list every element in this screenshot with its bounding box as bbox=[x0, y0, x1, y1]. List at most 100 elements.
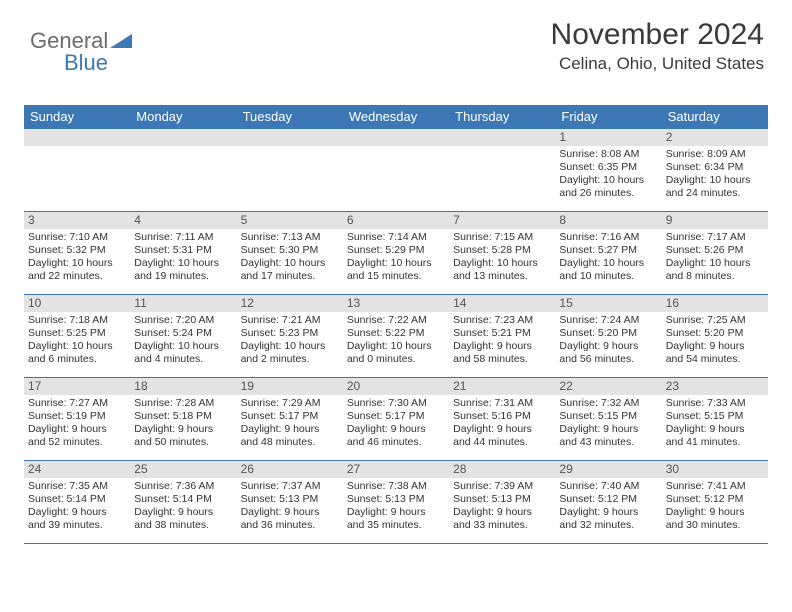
page-title: November 2024 bbox=[551, 18, 764, 52]
day-number: 25 bbox=[130, 461, 236, 478]
weekday-header: Tuesday bbox=[237, 105, 343, 129]
logo-text-blue: Blue bbox=[64, 50, 108, 76]
sunrise-text: Sunrise: 7:15 AM bbox=[453, 231, 551, 244]
day-cell: 1Sunrise: 8:08 AMSunset: 6:35 PMDaylight… bbox=[555, 129, 661, 211]
calendar-grid: 1Sunrise: 8:08 AMSunset: 6:35 PMDaylight… bbox=[24, 129, 768, 544]
sunset-text: Sunset: 5:32 PM bbox=[28, 244, 126, 257]
sunrise-text: Sunrise: 7:33 AM bbox=[666, 397, 764, 410]
day-cell: 4Sunrise: 7:11 AMSunset: 5:31 PMDaylight… bbox=[130, 212, 236, 294]
sunrise-text: Sunrise: 7:35 AM bbox=[28, 480, 126, 493]
daylight-text: Daylight: 9 hours and 44 minutes. bbox=[453, 423, 551, 449]
daylight-text: Daylight: 9 hours and 32 minutes. bbox=[559, 506, 657, 532]
day-number: 1 bbox=[555, 129, 661, 146]
day-number bbox=[449, 129, 555, 146]
day-cell: 3 Sunrise: 7:10 AMSunset: 5:32 PMDaylight… bbox=[24, 212, 130, 294]
sunset-text: Sunset: 5:17 PM bbox=[347, 410, 445, 423]
sunset-text: Sunset: 5:15 PM bbox=[559, 410, 657, 423]
logo-sub: Blue bbox=[64, 50, 108, 76]
sunset-text: Sunset: 5:12 PM bbox=[666, 493, 764, 506]
sunrise-text: Sunrise: 7:40 AM bbox=[559, 480, 657, 493]
day-cell bbox=[237, 129, 343, 211]
day-cell: 10Sunrise: 7:18 AMSunset: 5:25 PMDayligh… bbox=[24, 295, 130, 377]
sunrise-text: Sunrise: 7:32 AM bbox=[559, 397, 657, 410]
sunrise-text: Sunrise: 7:11 AM bbox=[134, 231, 232, 244]
day-number: 27 bbox=[343, 461, 449, 478]
sunrise-text: Sunrise: 7:39 AM bbox=[453, 480, 551, 493]
sunrise-text: Sunrise: 7:22 AM bbox=[347, 314, 445, 327]
sunset-text: Sunset: 5:12 PM bbox=[559, 493, 657, 506]
daylight-text: Daylight: 10 hours and 19 minutes. bbox=[134, 257, 232, 283]
day-number: 5 bbox=[237, 212, 343, 229]
day-cell: 8Sunrise: 7:16 AMSunset: 5:27 PMDaylight… bbox=[555, 212, 661, 294]
day-number: 7 bbox=[449, 212, 555, 229]
sunset-text: Sunset: 5:20 PM bbox=[559, 327, 657, 340]
sunset-text: Sunset: 5:20 PM bbox=[666, 327, 764, 340]
day-cell bbox=[130, 129, 236, 211]
day-number: 18 bbox=[130, 378, 236, 395]
day-number: 26 bbox=[237, 461, 343, 478]
sunrise-text: Sunrise: 7:27 AM bbox=[28, 397, 126, 410]
day-cell: 6Sunrise: 7:14 AMSunset: 5:29 PMDaylight… bbox=[343, 212, 449, 294]
day-cell: 22 Sunrise: 7:32 AMSunset: 5:15 PMDayligh… bbox=[555, 378, 661, 460]
day-number: 28 bbox=[449, 461, 555, 478]
day-cell: 18Sunrise: 7:28 AMSunset: 5:18 PMDayligh… bbox=[130, 378, 236, 460]
sunrise-text: Sunrise: 7:28 AM bbox=[134, 397, 232, 410]
day-cell: 13Sunrise: 7:22 AMSunset: 5:22 PMDayligh… bbox=[343, 295, 449, 377]
sunrise-text: Sunrise: 7:13 AM bbox=[241, 231, 339, 244]
daylight-text: Daylight: 10 hours and 22 minutes. bbox=[28, 257, 126, 283]
calendar-row: 1Sunrise: 8:08 AMSunset: 6:35 PMDaylight… bbox=[24, 129, 768, 212]
weekday-header: Thursday bbox=[449, 105, 555, 129]
weekday-header: Monday bbox=[130, 105, 236, 129]
day-cell: 24Sunrise: 7:35 AMSunset: 5:14 PMDayligh… bbox=[24, 461, 130, 543]
day-cell: 23Sunrise: 7:33 AMSunset: 5:15 PMDayligh… bbox=[662, 378, 768, 460]
daylight-text: Daylight: 10 hours and 24 minutes. bbox=[666, 174, 764, 200]
sunrise-text: Sunrise: 7:14 AM bbox=[347, 231, 445, 244]
sunset-text: Sunset: 5:13 PM bbox=[241, 493, 339, 506]
day-cell: 12Sunrise: 7:21 AMSunset: 5:23 PMDayligh… bbox=[237, 295, 343, 377]
sunrise-text: Sunrise: 8:09 AM bbox=[666, 148, 764, 161]
day-number: 16 bbox=[662, 295, 768, 312]
day-cell bbox=[24, 129, 130, 211]
sunset-text: Sunset: 5:23 PM bbox=[241, 327, 339, 340]
daylight-text: Daylight: 9 hours and 33 minutes. bbox=[453, 506, 551, 532]
day-number bbox=[343, 129, 449, 146]
sunset-text: Sunset: 5:27 PM bbox=[559, 244, 657, 257]
day-number: 21 bbox=[449, 378, 555, 395]
daylight-text: Daylight: 9 hours and 58 minutes. bbox=[453, 340, 551, 366]
sunset-text: Sunset: 5:15 PM bbox=[666, 410, 764, 423]
sunrise-text: Sunrise: 7:10 AM bbox=[28, 231, 126, 244]
day-cell: 7Sunrise: 7:15 AMSunset: 5:28 PMDaylight… bbox=[449, 212, 555, 294]
day-cell: 17Sunrise: 7:27 AMSunset: 5:19 PMDayligh… bbox=[24, 378, 130, 460]
day-number: 3 bbox=[24, 212, 130, 229]
day-cell: 26Sunrise: 7:37 AMSunset: 5:13 PMDayligh… bbox=[237, 461, 343, 543]
calendar-row: 24Sunrise: 7:35 AMSunset: 5:14 PMDayligh… bbox=[24, 461, 768, 544]
daylight-text: Daylight: 10 hours and 2 minutes. bbox=[241, 340, 339, 366]
day-cell: 25Sunrise: 7:36 AMSunset: 5:14 PMDayligh… bbox=[130, 461, 236, 543]
daylight-text: Daylight: 10 hours and 13 minutes. bbox=[453, 257, 551, 283]
sunset-text: Sunset: 5:25 PM bbox=[28, 327, 126, 340]
day-cell: 15Sunrise: 7:24 AMSunset: 5:20 PMDayligh… bbox=[555, 295, 661, 377]
location-label: Celina, Ohio, United States bbox=[551, 54, 764, 74]
daylight-text: Daylight: 9 hours and 50 minutes. bbox=[134, 423, 232, 449]
sunset-text: Sunset: 5:30 PM bbox=[241, 244, 339, 257]
day-cell: 16Sunrise: 7:25 AMSunset: 5:20 PMDayligh… bbox=[662, 295, 768, 377]
sunset-text: Sunset: 5:14 PM bbox=[134, 493, 232, 506]
day-number: 19 bbox=[237, 378, 343, 395]
day-cell bbox=[343, 129, 449, 211]
day-cell: 27Sunrise: 7:38 AMSunset: 5:13 PMDayligh… bbox=[343, 461, 449, 543]
day-number: 17 bbox=[24, 378, 130, 395]
day-number: 22 bbox=[555, 378, 661, 395]
day-cell: 9Sunrise: 7:17 AMSunset: 5:26 PMDaylight… bbox=[662, 212, 768, 294]
daylight-text: Daylight: 10 hours and 4 minutes. bbox=[134, 340, 232, 366]
sunrise-text: Sunrise: 7:23 AM bbox=[453, 314, 551, 327]
sunrise-text: Sunrise: 7:24 AM bbox=[559, 314, 657, 327]
day-number: 12 bbox=[237, 295, 343, 312]
daylight-text: Daylight: 9 hours and 39 minutes. bbox=[28, 506, 126, 532]
daylight-text: Daylight: 9 hours and 43 minutes. bbox=[559, 423, 657, 449]
sunset-text: Sunset: 5:22 PM bbox=[347, 327, 445, 340]
day-number: 30 bbox=[662, 461, 768, 478]
weekday-header: Saturday bbox=[662, 105, 768, 129]
calendar: Sunday Monday Tuesday Wednesday Thursday… bbox=[24, 105, 768, 544]
sunrise-text: Sunrise: 7:41 AM bbox=[666, 480, 764, 493]
day-number: 15 bbox=[555, 295, 661, 312]
